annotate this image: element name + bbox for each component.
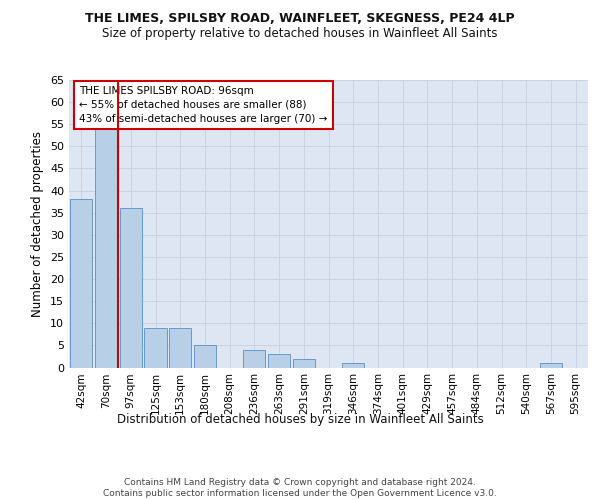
Text: THE LIMES, SPILSBY ROAD, WAINFLEET, SKEGNESS, PE24 4LP: THE LIMES, SPILSBY ROAD, WAINFLEET, SKEG…: [85, 12, 515, 26]
Y-axis label: Number of detached properties: Number of detached properties: [31, 130, 44, 317]
Bar: [194, 346, 216, 368]
Text: Contains HM Land Registry data © Crown copyright and database right 2024.
Contai: Contains HM Land Registry data © Crown c…: [103, 478, 497, 498]
Bar: [145, 328, 167, 368]
Text: Distribution of detached houses by size in Wainfleet All Saints: Distribution of detached houses by size …: [116, 412, 484, 426]
Bar: [70, 200, 92, 368]
Bar: [95, 128, 117, 368]
Bar: [119, 208, 142, 368]
Text: THE LIMES SPILSBY ROAD: 96sqm
← 55% of detached houses are smaller (88)
43% of s: THE LIMES SPILSBY ROAD: 96sqm ← 55% of d…: [79, 86, 328, 124]
Bar: [540, 363, 562, 368]
Bar: [268, 354, 290, 368]
Bar: [243, 350, 265, 368]
Text: Size of property relative to detached houses in Wainfleet All Saints: Size of property relative to detached ho…: [102, 28, 498, 40]
Bar: [293, 358, 315, 368]
Bar: [169, 328, 191, 368]
Bar: [342, 363, 364, 368]
